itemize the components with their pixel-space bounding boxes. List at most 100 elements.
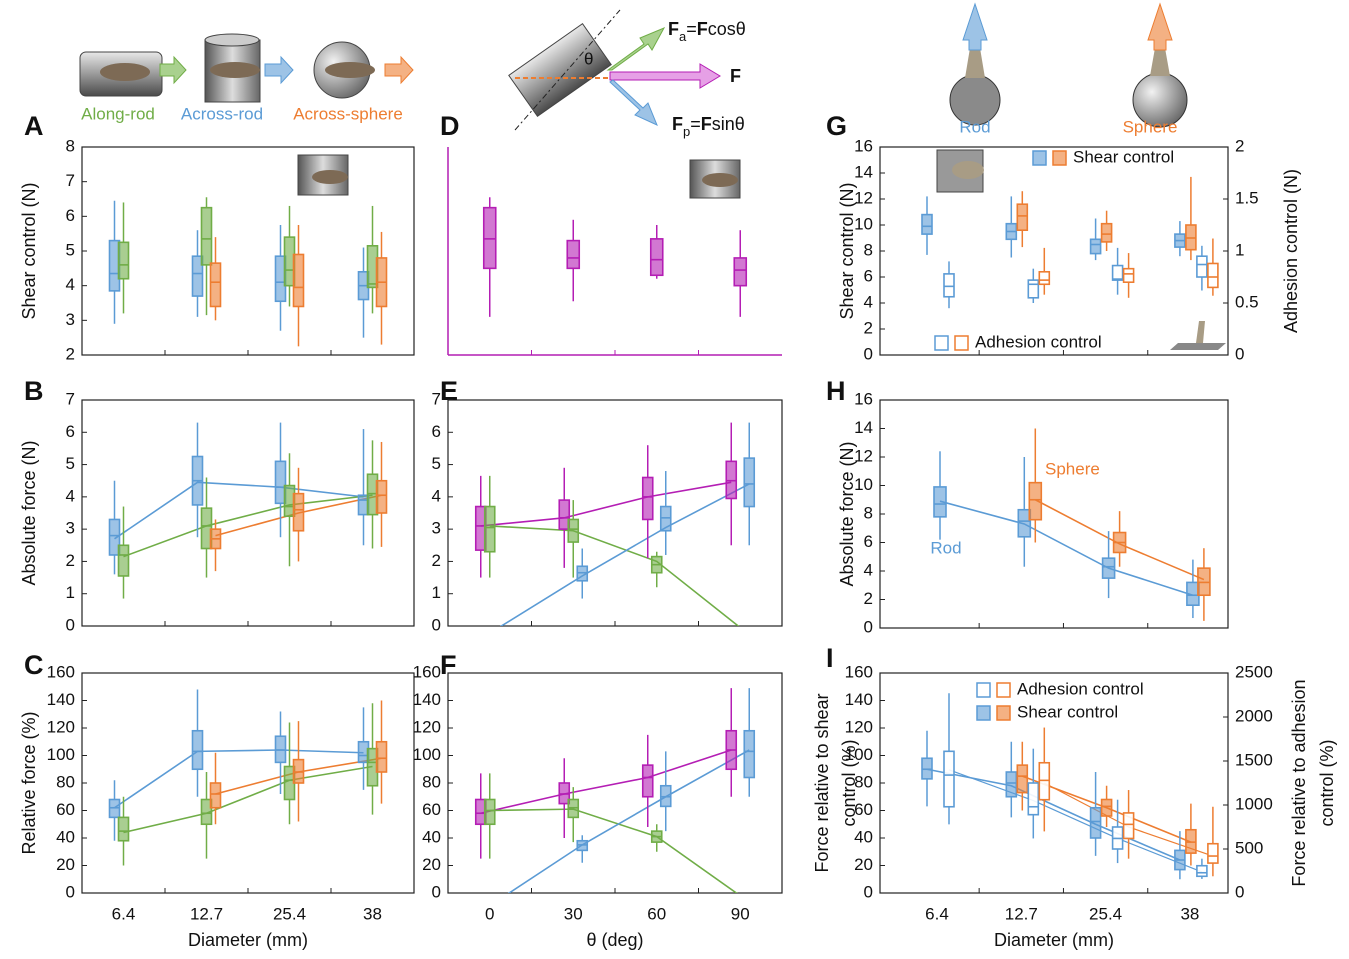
box — [191, 255, 204, 297]
panel-letter: A — [24, 111, 44, 141]
y-tick-label: 80 — [422, 772, 441, 791]
y2-tick-label: 1 — [1235, 240, 1244, 259]
box — [1089, 238, 1102, 255]
y-tick-label: 60 — [56, 800, 75, 819]
legend-swatch — [954, 335, 969, 351]
y-tick-label: 160 — [845, 662, 873, 681]
mean-line — [489, 808, 738, 893]
y-axis-label: Shear control (N) — [837, 182, 857, 319]
box — [1207, 262, 1219, 289]
panel-letter: E — [440, 376, 458, 406]
box — [1038, 761, 1051, 801]
y2-tick-label: 0 — [1235, 882, 1244, 901]
panel-letter: C — [24, 650, 44, 680]
box — [117, 816, 130, 842]
box — [558, 499, 571, 530]
box — [1101, 557, 1116, 579]
force-symbol: F — [701, 114, 712, 134]
mean-line — [480, 749, 732, 815]
y-tick-label: 7 — [66, 389, 75, 408]
box — [292, 253, 305, 308]
y-tick-label: 80 — [56, 772, 75, 791]
legend-swatch — [934, 335, 949, 351]
y-tick-label: 120 — [413, 717, 441, 736]
box — [1100, 222, 1113, 243]
x-tick-label: 60 — [647, 904, 666, 923]
box — [659, 505, 672, 532]
box — [117, 241, 130, 280]
box — [1027, 782, 1040, 816]
y-tick-label: 0 — [66, 882, 75, 901]
y-tick-label: 0 — [864, 344, 873, 363]
y-tick-label: 5 — [66, 454, 75, 473]
y-tick-label: 60 — [854, 800, 873, 819]
box — [1100, 798, 1113, 817]
box — [921, 213, 933, 235]
mean-line — [114, 749, 364, 809]
force-label: Fp=Fsinθ — [672, 114, 745, 139]
legend-label: Shear control — [1073, 147, 1174, 166]
y-tick-label: 6 — [864, 266, 873, 285]
force-equals: = — [686, 19, 697, 39]
box — [1038, 270, 1051, 286]
panel-letter: G — [826, 111, 847, 141]
mean-line — [480, 481, 732, 527]
legend-swatch — [996, 682, 1011, 698]
y-tick-label: 0 — [864, 882, 873, 901]
y-tick-label: 60 — [422, 800, 441, 819]
force-label: Fa=Fcosθ — [668, 19, 746, 44]
box — [733, 257, 748, 287]
box — [1089, 806, 1102, 839]
box — [375, 740, 388, 773]
box — [725, 460, 738, 500]
force-symbol: F — [672, 114, 683, 134]
force-symbol: F — [697, 19, 708, 39]
box — [274, 460, 287, 505]
legend-swatch — [976, 682, 991, 698]
y-tick-label: 80 — [854, 772, 873, 791]
y-tick-label: 100 — [845, 745, 873, 764]
y2-tick-label: 2500 — [1235, 662, 1273, 681]
box — [209, 262, 222, 308]
y-tick-label: 0 — [432, 882, 441, 901]
y-tick-label: 20 — [854, 855, 873, 874]
mean-line — [489, 525, 740, 626]
y-tick-label: 8 — [864, 240, 873, 259]
x-tick-label: 6.4 — [112, 904, 136, 923]
force-subscript: p — [683, 124, 690, 139]
y-tick-label: 2 — [432, 551, 441, 570]
box — [566, 239, 581, 270]
header-label: Rod — [959, 117, 990, 136]
panel-letter: B — [24, 376, 44, 406]
box — [1111, 264, 1124, 281]
series-label: Rod — [930, 538, 961, 557]
series-label: Across-rod — [181, 104, 263, 123]
box — [641, 764, 654, 798]
y2-tick-label: 1000 — [1235, 794, 1273, 813]
y-tick-label: 10 — [854, 214, 873, 233]
mean-line — [123, 765, 373, 834]
box — [200, 507, 213, 550]
x-tick-label: 6.4 — [925, 904, 949, 923]
y-tick-label: 4 — [864, 292, 873, 311]
box — [743, 457, 756, 508]
y-tick-label: 4 — [66, 275, 75, 294]
x-axis-label: Diameter (mm) — [188, 930, 308, 950]
y-tick-label: 3 — [432, 519, 441, 538]
y2-axis-label: control (%) — [1317, 739, 1337, 826]
box — [743, 729, 756, 779]
box — [943, 750, 955, 808]
y-tick-label: 6 — [864, 532, 873, 551]
y-tick-label: 2 — [864, 318, 873, 337]
box — [1016, 764, 1029, 794]
x-tick-label: 12.7 — [190, 904, 223, 923]
y-tick-label: 0 — [864, 617, 873, 636]
y-tick-label: 2 — [864, 589, 873, 608]
y-tick-label: 6 — [66, 206, 75, 225]
y-tick-label: 5 — [66, 240, 75, 259]
box — [1016, 203, 1029, 231]
y2-tick-label: 2 — [1235, 136, 1244, 155]
box — [1186, 581, 1200, 607]
box — [943, 273, 955, 298]
